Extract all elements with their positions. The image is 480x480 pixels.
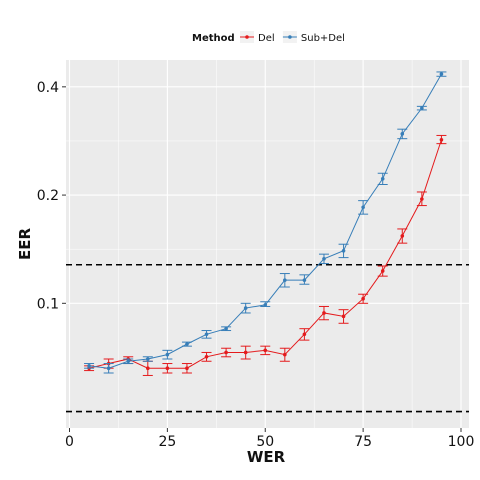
- data-point: [283, 278, 287, 282]
- data-point: [126, 359, 131, 364]
- data-point: [106, 366, 111, 370]
- legend-key-point: [245, 35, 249, 39]
- data-point: [439, 137, 444, 142]
- data-point: [185, 366, 189, 370]
- series-layer: [84, 71, 447, 376]
- reference-lines: [66, 263, 469, 413]
- x-tick-label: 100: [448, 434, 475, 450]
- y-axis-ticks: 0.1 0.2 0.4: [37, 80, 66, 312]
- data-point: [204, 332, 209, 337]
- data-point: [243, 306, 248, 310]
- data-point: [380, 269, 385, 273]
- data-point: [165, 366, 170, 370]
- x-tick-label: 25: [158, 434, 176, 450]
- data-point: [322, 256, 326, 261]
- legend: Method Del Sub+Del: [192, 31, 345, 44]
- data-point: [283, 352, 287, 357]
- data-point: [87, 364, 91, 368]
- x-tick-label: 0: [65, 434, 74, 450]
- data-point: [439, 72, 444, 76]
- data-point: [420, 197, 424, 201]
- data-point: [302, 278, 307, 282]
- data-point: [165, 352, 170, 357]
- data-point: [224, 326, 228, 331]
- legend-title: Method: [192, 33, 235, 44]
- data-point: [224, 350, 228, 355]
- data-point: [302, 332, 307, 337]
- x-axis-title: WER: [247, 448, 286, 466]
- y-tick-label: 0.4: [37, 80, 59, 96]
- legend-label: Del: [258, 33, 275, 44]
- data-point: [263, 303, 268, 307]
- data-point: [400, 234, 405, 238]
- data-point: [400, 132, 405, 136]
- y-tick-label: 0.1: [37, 296, 59, 312]
- series-sub-del: [84, 71, 447, 374]
- data-point: [146, 357, 150, 361]
- legend-key: [282, 31, 297, 43]
- data-point: [420, 106, 424, 110]
- legend-key-point: [288, 35, 292, 39]
- legend-key: [240, 31, 254, 43]
- data-point: [185, 342, 189, 346]
- x-tick-label: 50: [256, 434, 274, 450]
- y-tick-label: 0.2: [37, 188, 59, 204]
- data-point: [361, 296, 365, 301]
- data-point: [263, 348, 268, 353]
- data-point: [341, 314, 346, 319]
- data-point: [380, 176, 385, 181]
- x-axis-ticks: 0 25 50 75 100: [65, 428, 474, 450]
- data-point: [243, 350, 248, 355]
- data-point: [146, 366, 150, 370]
- y-axis-title: EER: [16, 228, 34, 260]
- data-point: [322, 311, 326, 315]
- legend-label: Sub+Del: [301, 33, 345, 44]
- data-point: [341, 248, 346, 253]
- grid-lines: [66, 60, 469, 428]
- data-point: [361, 205, 365, 210]
- plot-background: [66, 60, 469, 428]
- x-tick-label: 75: [354, 434, 372, 450]
- data-point: [204, 354, 209, 359]
